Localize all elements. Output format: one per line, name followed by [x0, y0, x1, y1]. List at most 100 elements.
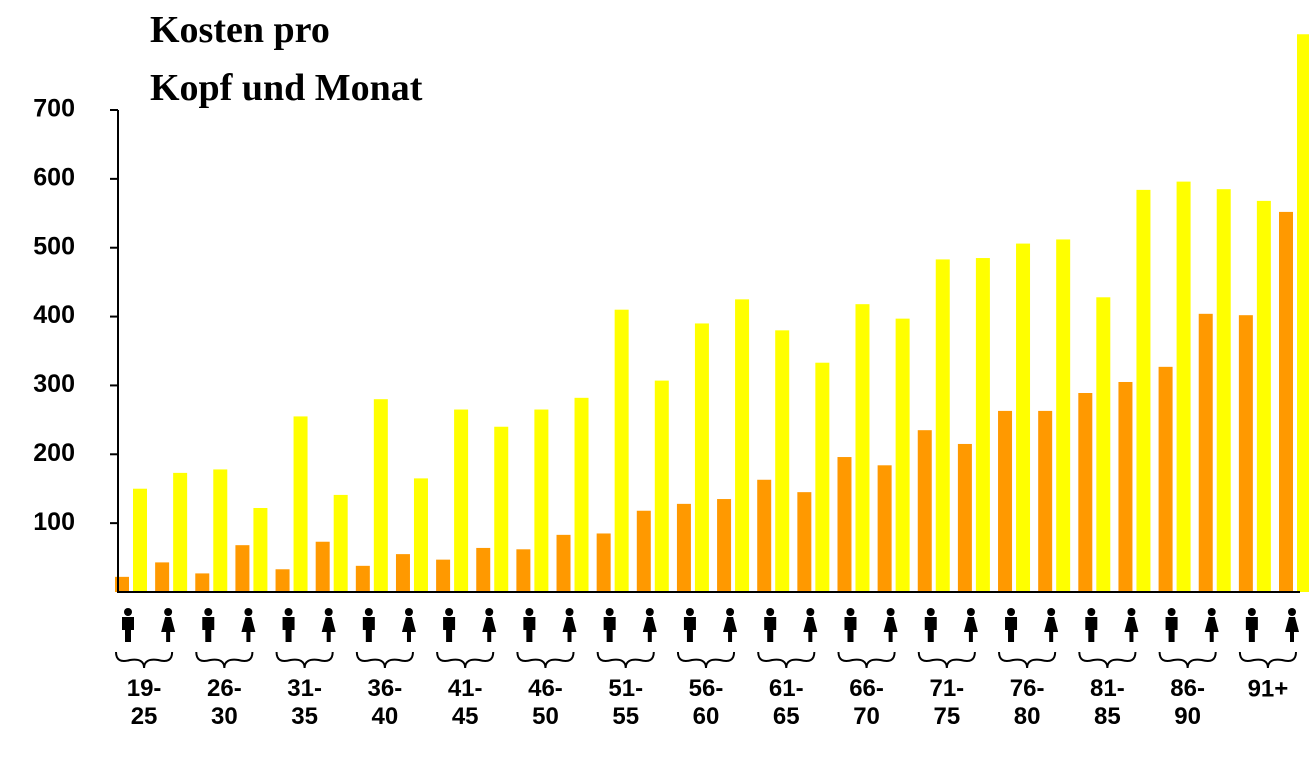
- bar: [516, 549, 531, 592]
- bar: [1078, 393, 1093, 592]
- icon-head: [645, 608, 654, 616]
- bar: [574, 397, 589, 592]
- icon-body: [401, 617, 416, 642]
- female-icon: [241, 608, 256, 642]
- icon-head: [164, 608, 173, 616]
- bar: [195, 573, 210, 592]
- male-icon: [1245, 608, 1258, 642]
- bars: [115, 34, 1309, 593]
- icon-head: [244, 608, 253, 616]
- bar: [1158, 366, 1173, 592]
- icon-body: [122, 617, 134, 642]
- icon-body: [1005, 617, 1018, 642]
- bar: [1056, 239, 1071, 593]
- female-icon: [321, 608, 336, 642]
- icon-body: [482, 617, 497, 642]
- brace: [1158, 651, 1217, 669]
- brace: [917, 651, 976, 669]
- x-tick-label: 71-75: [929, 675, 964, 730]
- icon-head: [1207, 608, 1216, 616]
- x-tick-label: 41-45: [448, 675, 483, 730]
- x-tick-label: 61-65: [769, 675, 804, 730]
- icon-head: [324, 608, 333, 616]
- x-tick-label: 56-60: [689, 675, 724, 730]
- bar: [173, 472, 188, 592]
- y-tick-label: 300: [33, 370, 75, 398]
- brace: [436, 651, 495, 669]
- bar: [454, 409, 469, 592]
- icon-body: [321, 617, 336, 642]
- bar: [596, 533, 611, 592]
- bar: [614, 309, 629, 592]
- bar: [1256, 200, 1271, 593]
- icon-head: [605, 608, 614, 616]
- bar: [775, 330, 790, 592]
- icon-body: [844, 617, 857, 642]
- bar: [717, 499, 732, 592]
- bar: [253, 507, 268, 592]
- icon-body: [683, 617, 696, 642]
- bar: [735, 299, 750, 592]
- icon-head: [685, 608, 694, 616]
- x-tick-label: 51-55: [608, 675, 643, 730]
- female-icon: [963, 608, 978, 642]
- bar: [534, 409, 549, 592]
- bar: [1016, 243, 1031, 592]
- male-icon: [443, 608, 456, 642]
- bar: [1198, 313, 1213, 592]
- male-icon: [1165, 608, 1178, 642]
- icon-body: [963, 617, 978, 642]
- icon-body: [803, 617, 818, 642]
- bar: [494, 426, 509, 592]
- icon-head: [204, 608, 213, 616]
- bar: [855, 304, 870, 592]
- male-icon: [924, 608, 937, 642]
- icon-head: [364, 608, 373, 616]
- icon-head: [445, 608, 454, 616]
- icon-head: [124, 608, 132, 616]
- bar: [556, 534, 571, 592]
- bar: [275, 569, 290, 592]
- y-tick-label: 200: [33, 439, 75, 467]
- male-icon: [523, 608, 536, 642]
- female-icon: [1285, 608, 1299, 642]
- bar: [877, 465, 892, 592]
- bar: [935, 259, 950, 592]
- brace: [1238, 651, 1297, 669]
- icon-body: [642, 617, 657, 642]
- bar: [654, 380, 669, 592]
- icon-head: [485, 608, 494, 616]
- icon-head: [926, 608, 935, 616]
- brace: [757, 651, 816, 669]
- brace: [516, 651, 575, 669]
- x-tick-label: 36-40: [368, 675, 403, 730]
- bar: [155, 562, 170, 592]
- bar: [1096, 297, 1111, 592]
- brace: [596, 651, 655, 669]
- bar: [1118, 381, 1133, 592]
- brace: [837, 651, 896, 669]
- x-tick-label: 19-25: [127, 675, 162, 730]
- female-icon: [562, 608, 577, 642]
- icon-head: [1288, 608, 1296, 616]
- female-icon: [401, 608, 416, 642]
- bar: [895, 318, 910, 592]
- bar: [917, 430, 932, 592]
- brace: [355, 651, 414, 669]
- icon-body: [1245, 617, 1258, 642]
- icon-body: [241, 617, 256, 642]
- bar: [694, 323, 709, 592]
- bar: [815, 362, 830, 592]
- female-icon: [1204, 608, 1219, 642]
- female-icon: [1044, 608, 1059, 642]
- x-tick-label: 76-80: [1010, 675, 1045, 730]
- chart-title: Kopf und Monat: [150, 67, 423, 109]
- male-icon: [1085, 608, 1098, 642]
- icon-head: [1167, 608, 1176, 616]
- chart-title: Kosten pro: [150, 9, 330, 51]
- x-tick-label: 66-70: [849, 675, 884, 730]
- male-icon: [603, 608, 616, 642]
- icon-body: [1285, 617, 1299, 642]
- icon-head: [966, 608, 975, 616]
- bar: [676, 503, 691, 592]
